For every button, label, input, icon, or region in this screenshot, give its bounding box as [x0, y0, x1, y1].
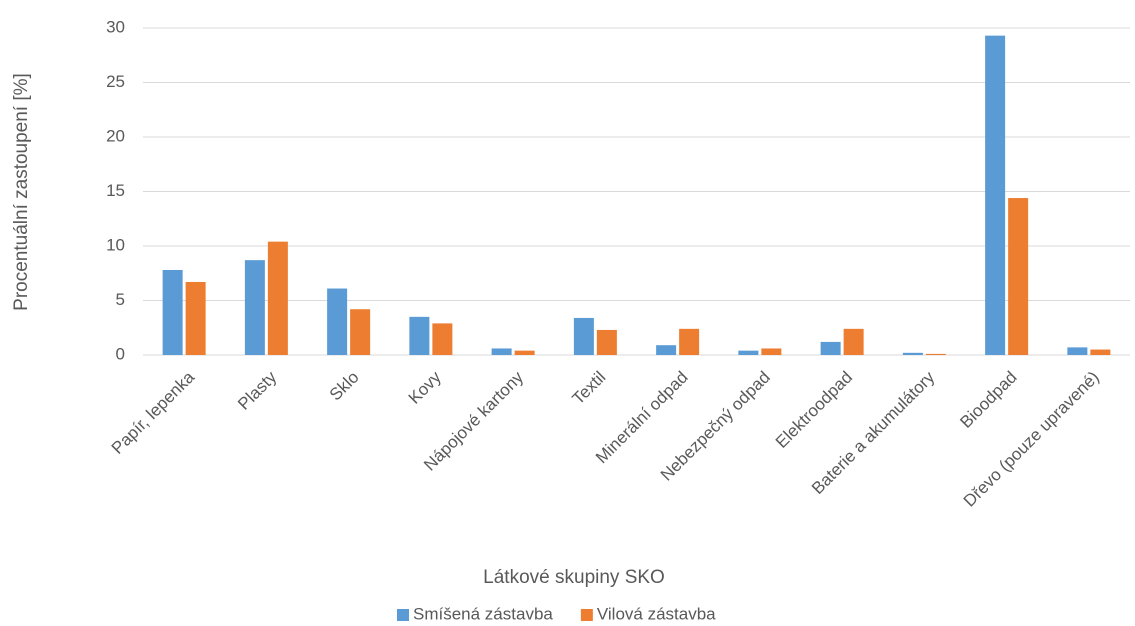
bar	[761, 348, 782, 355]
legend-label: Vilová zástavba	[597, 604, 716, 623]
x-tick-label: Papír, lepenka	[108, 367, 199, 458]
bar	[902, 352, 923, 355]
legend-label: Smíšená zástavba	[413, 604, 553, 623]
bar	[738, 350, 759, 355]
legend-swatch	[397, 609, 409, 621]
bar	[432, 323, 453, 355]
x-tick-label: Kovy	[405, 367, 446, 408]
bar	[350, 309, 371, 355]
bar	[679, 328, 700, 355]
bar	[985, 35, 1006, 355]
bar	[327, 288, 348, 355]
bar	[267, 241, 288, 355]
y-tick-label: 20	[106, 126, 125, 145]
x-tick-label: Textil	[569, 368, 610, 409]
y-tick-label: 10	[106, 235, 125, 254]
y-axis-title: Procentuální zastoupení [%]	[11, 73, 32, 311]
bar	[925, 353, 946, 355]
bar	[1090, 349, 1111, 355]
y-tick-label: 15	[106, 181, 125, 200]
bar	[843, 328, 864, 355]
bar	[1067, 347, 1088, 355]
bar	[1008, 198, 1029, 355]
x-tick-label: Plasty	[234, 367, 281, 414]
bar	[185, 281, 206, 355]
bar	[409, 316, 430, 355]
legend-swatch	[580, 609, 593, 621]
bar	[162, 269, 183, 355]
bar	[514, 350, 535, 355]
x-tick-label: Dřevo (pouze upravené)	[960, 368, 1103, 511]
x-tick-label: Elektroodpad	[772, 368, 856, 452]
x-tick-label: Sklo	[326, 368, 363, 405]
bar	[820, 341, 841, 355]
x-tick-label: Bioodpad	[956, 368, 1020, 432]
y-tick-label: 25	[106, 72, 125, 91]
bar	[596, 329, 617, 355]
bar	[491, 348, 512, 355]
x-axis-title: Látkové skupiny SKO	[483, 567, 665, 588]
bar	[573, 317, 594, 355]
y-tick-label: 30	[106, 17, 125, 36]
y-tick-label: 0	[116, 344, 125, 363]
bar	[244, 260, 265, 355]
bar	[656, 345, 677, 355]
y-tick-label: 5	[116, 290, 125, 309]
